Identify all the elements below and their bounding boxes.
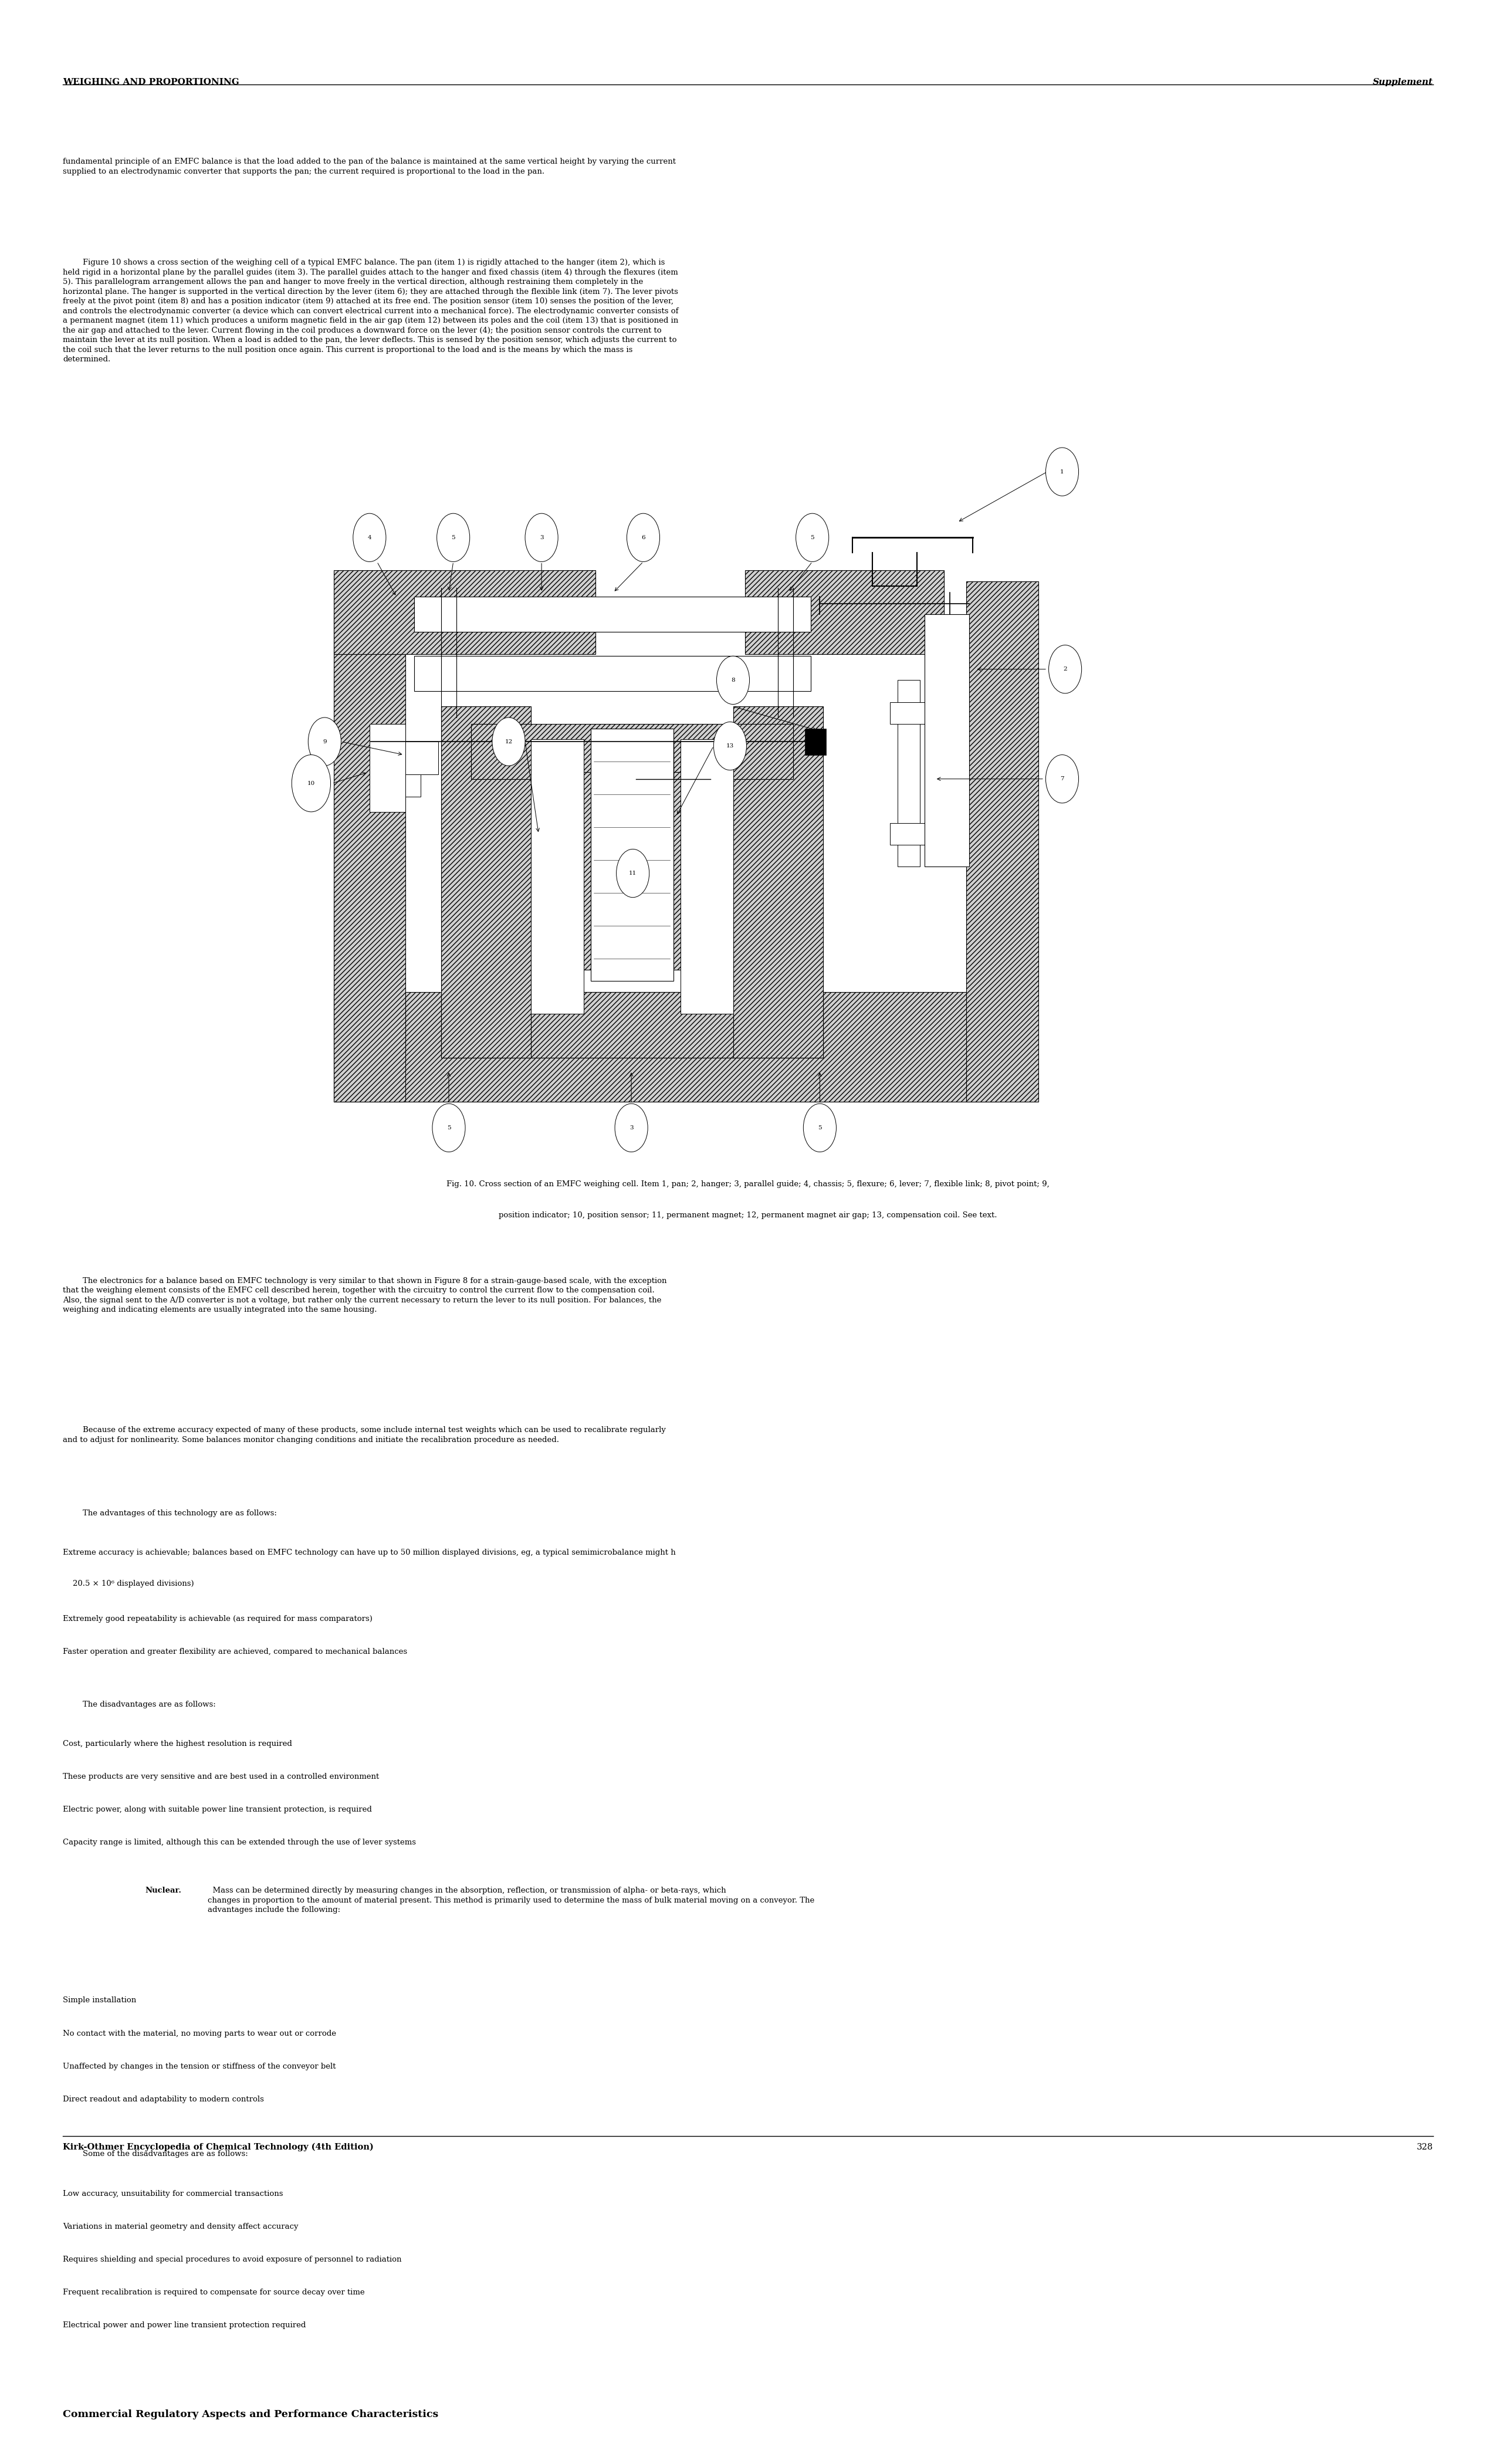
Circle shape (292, 754, 331, 811)
Bar (546, 771, 718, 971)
Bar (681, 739, 733, 1013)
Bar (441, 707, 531, 1057)
Text: 8: 8 (732, 678, 735, 683)
Text: These products are very sensitive and are best used in a controlled environment: These products are very sensitive and ar… (63, 1774, 378, 1781)
Bar (414, 596, 811, 631)
Text: Cost, particularly where the highest resolution is required: Cost, particularly where the highest res… (63, 1740, 292, 1747)
Text: 5: 5 (452, 535, 455, 540)
Bar (733, 707, 823, 1057)
Bar (370, 724, 405, 811)
Text: Extremely good repeatability is achievable (as required for mass comparators): Extremely good repeatability is achievab… (63, 1614, 373, 1621)
Bar (531, 739, 583, 1013)
Bar (334, 572, 595, 653)
Circle shape (1046, 754, 1079, 803)
Text: Electrical power and power line transient protection required: Electrical power and power line transien… (63, 2321, 305, 2328)
Text: The electronics for a balance based on EMFC technology is very similar to that s: The electronics for a balance based on E… (63, 1276, 667, 1313)
Circle shape (492, 717, 525, 766)
Circle shape (353, 513, 386, 562)
Text: Nuclear.: Nuclear. (145, 1887, 181, 1895)
Text: 3: 3 (540, 535, 543, 540)
Circle shape (525, 513, 558, 562)
Bar (898, 680, 920, 867)
Circle shape (714, 722, 747, 771)
Text: 12: 12 (504, 739, 513, 744)
Text: Mass can be determined directly by measuring changes in the absorption, reflecti: Mass can be determined directly by measu… (208, 1887, 815, 1915)
Text: 5: 5 (447, 1126, 450, 1131)
Text: The disadvantages are as follows:: The disadvantages are as follows: (63, 1700, 215, 1708)
Circle shape (437, 513, 470, 562)
Text: 20.5 × 10⁶ displayed divisions): 20.5 × 10⁶ displayed divisions) (63, 1579, 194, 1587)
Circle shape (627, 513, 660, 562)
Bar (405, 742, 438, 774)
Text: Frequent recalibration is required to compensate for source decay over time: Frequent recalibration is required to co… (63, 2289, 365, 2296)
Text: Simple installation: Simple installation (63, 1996, 136, 2003)
Text: fundamental principle of an EMFC balance is that the load added to the pan of th: fundamental principle of an EMFC balance… (63, 158, 676, 175)
Text: No contact with the material, no moving parts to wear out or corrode: No contact with the material, no moving … (63, 2030, 337, 2038)
Text: 10: 10 (307, 781, 316, 786)
Bar (591, 729, 673, 981)
Text: Some of the disadvantages are as follows:: Some of the disadvantages are as follows… (63, 2151, 248, 2158)
Text: The advantages of this technology are as follows:: The advantages of this technology are as… (63, 1510, 277, 1518)
Text: Low accuracy, unsuitability for commercial transactions: Low accuracy, unsuitability for commerci… (63, 2190, 283, 2198)
Text: 9: 9 (323, 739, 326, 744)
Text: WEIGHING AND PROPORTIONING: WEIGHING AND PROPORTIONING (63, 79, 239, 86)
Bar (334, 993, 999, 1101)
Text: Variations in material geometry and density affect accuracy: Variations in material geometry and dens… (63, 2223, 298, 2230)
Text: 13: 13 (726, 744, 735, 749)
Text: Requires shielding and special procedures to avoid exposure of personnel to radi: Requires shielding and special procedure… (63, 2255, 401, 2264)
Text: Electric power, along with suitable power line transient protection, is required: Electric power, along with suitable powe… (63, 1806, 373, 1814)
Text: 7: 7 (1061, 776, 1064, 781)
Text: 2: 2 (1064, 668, 1067, 673)
Text: 328: 328 (1417, 2144, 1433, 2151)
Circle shape (308, 717, 341, 766)
Text: 1: 1 (1061, 468, 1064, 476)
Text: Capacity range is limited, although this can be extended through the use of leve: Capacity range is limited, although this… (63, 1838, 416, 1846)
Text: 5: 5 (818, 1126, 821, 1131)
Text: position indicator; 10, position sensor; 11, permanent magnet; 12, permanent mag: position indicator; 10, position sensor;… (498, 1212, 998, 1220)
Bar (441, 993, 823, 1057)
Text: Direct readout and adaptability to modern controls: Direct readout and adaptability to moder… (63, 2094, 263, 2104)
Bar (890, 702, 928, 724)
Bar (471, 724, 793, 779)
Circle shape (1046, 448, 1079, 495)
Bar (966, 582, 1038, 1101)
Text: Supplement: Supplement (1373, 79, 1433, 86)
Text: Commercial Regulatory Aspects and Performance Characteristics: Commercial Regulatory Aspects and Perfor… (63, 2410, 438, 2420)
Text: 11: 11 (628, 870, 637, 875)
Bar (414, 655, 811, 692)
Text: 6: 6 (642, 535, 645, 540)
Text: Extreme accuracy is achievable; balances based on EMFC technology can have up to: Extreme accuracy is achievable; balances… (63, 1550, 676, 1557)
Bar (405, 774, 420, 796)
Text: Figure 10 shows a cross section of the weighing cell of a typical EMFC balance. : Figure 10 shows a cross section of the w… (63, 259, 679, 362)
Text: Fig. 10. Cross section of an EMFC weighing cell. Item 1, pan; 2, hanger; 3, para: Fig. 10. Cross section of an EMFC weighi… (446, 1180, 1050, 1188)
Text: Kirk-Othmer Encyclopedia of Chemical Technology (4th Edition): Kirk-Othmer Encyclopedia of Chemical Tec… (63, 2144, 374, 2151)
Bar (805, 729, 826, 754)
Circle shape (1049, 646, 1082, 692)
Bar (890, 823, 928, 845)
Bar (334, 614, 405, 1101)
Text: Because of the extreme accuracy expected of many of these products, some include: Because of the extreme accuracy expected… (63, 1427, 666, 1444)
Circle shape (616, 850, 649, 897)
Text: Unaffected by changes in the tension or stiffness of the conveyor belt: Unaffected by changes in the tension or … (63, 2062, 337, 2070)
Circle shape (803, 1104, 836, 1153)
Text: 4: 4 (368, 535, 371, 540)
Circle shape (432, 1104, 465, 1153)
Bar (925, 614, 969, 867)
Text: 5: 5 (811, 535, 814, 540)
Text: Faster operation and greater flexibility are achieved, compared to mechanical ba: Faster operation and greater flexibility… (63, 1648, 407, 1656)
Circle shape (615, 1104, 648, 1153)
Bar (745, 572, 944, 653)
Circle shape (796, 513, 829, 562)
Circle shape (717, 655, 749, 705)
Text: 3: 3 (630, 1126, 633, 1131)
